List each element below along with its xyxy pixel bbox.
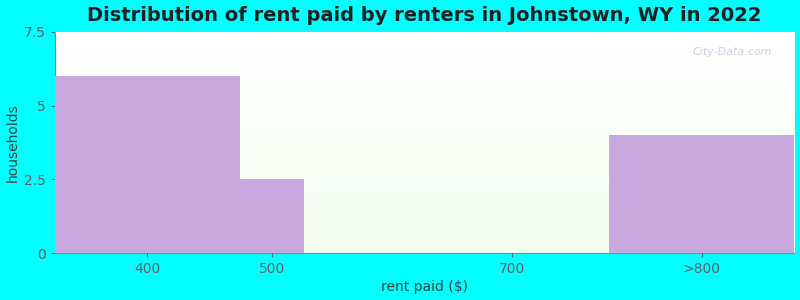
Bar [610,135,794,253]
Title: Distribution of rent paid by renters in Johnstown, WY in 2022: Distribution of rent paid by renters in … [87,6,762,25]
Y-axis label: households: households [6,103,19,182]
Bar [54,76,239,253]
Bar [239,179,304,253]
X-axis label: rent paid ($): rent paid ($) [381,280,468,294]
Text: City-Data.com: City-Data.com [693,47,772,57]
